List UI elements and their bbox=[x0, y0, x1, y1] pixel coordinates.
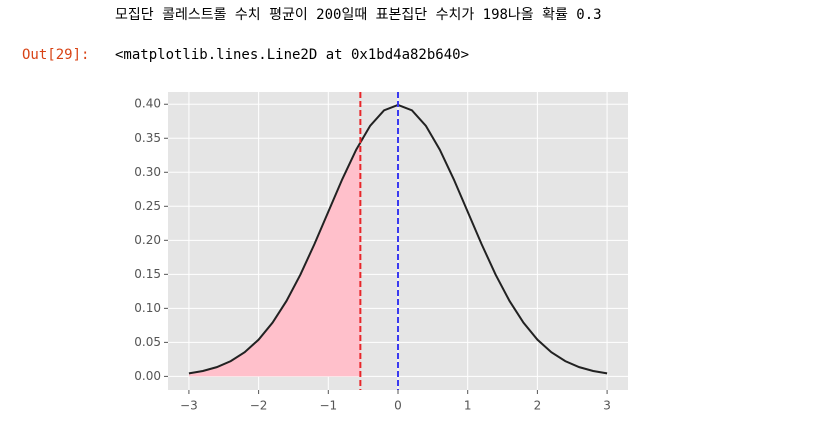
cell-text: 모집단 콜레스트롤 수치 평균이 200일때 표본집단 수치가 198나올 확률… bbox=[115, 7, 602, 23]
y-tick-label: 0.00 bbox=[134, 369, 161, 383]
x-tick-label: 3 bbox=[603, 399, 611, 413]
y-tick-label: 0.05 bbox=[134, 335, 161, 349]
y-tick-label: 0.30 bbox=[134, 165, 161, 179]
y-tick-label: 0.35 bbox=[134, 131, 161, 145]
output-text: <matplotlib.lines.Line2D at 0x1bd4a82b64… bbox=[115, 47, 469, 63]
y-tick-label: 0.20 bbox=[134, 233, 161, 247]
x-tick-label: −1 bbox=[319, 399, 337, 413]
x-tick-label: 0 bbox=[394, 399, 402, 413]
y-tick-label: 0.40 bbox=[134, 97, 161, 111]
out-prompt: Out[29]: bbox=[22, 47, 89, 63]
x-tick-label: 2 bbox=[534, 399, 542, 413]
y-tick-label: 0.15 bbox=[134, 267, 161, 281]
shaded-area bbox=[188, 141, 361, 377]
y-tick-label: 0.10 bbox=[134, 301, 161, 315]
x-tick-label: −3 bbox=[180, 399, 198, 413]
x-tick-label: 1 bbox=[464, 399, 472, 413]
y-tick-label: 0.25 bbox=[134, 199, 161, 213]
x-tick-label: −2 bbox=[250, 399, 268, 413]
